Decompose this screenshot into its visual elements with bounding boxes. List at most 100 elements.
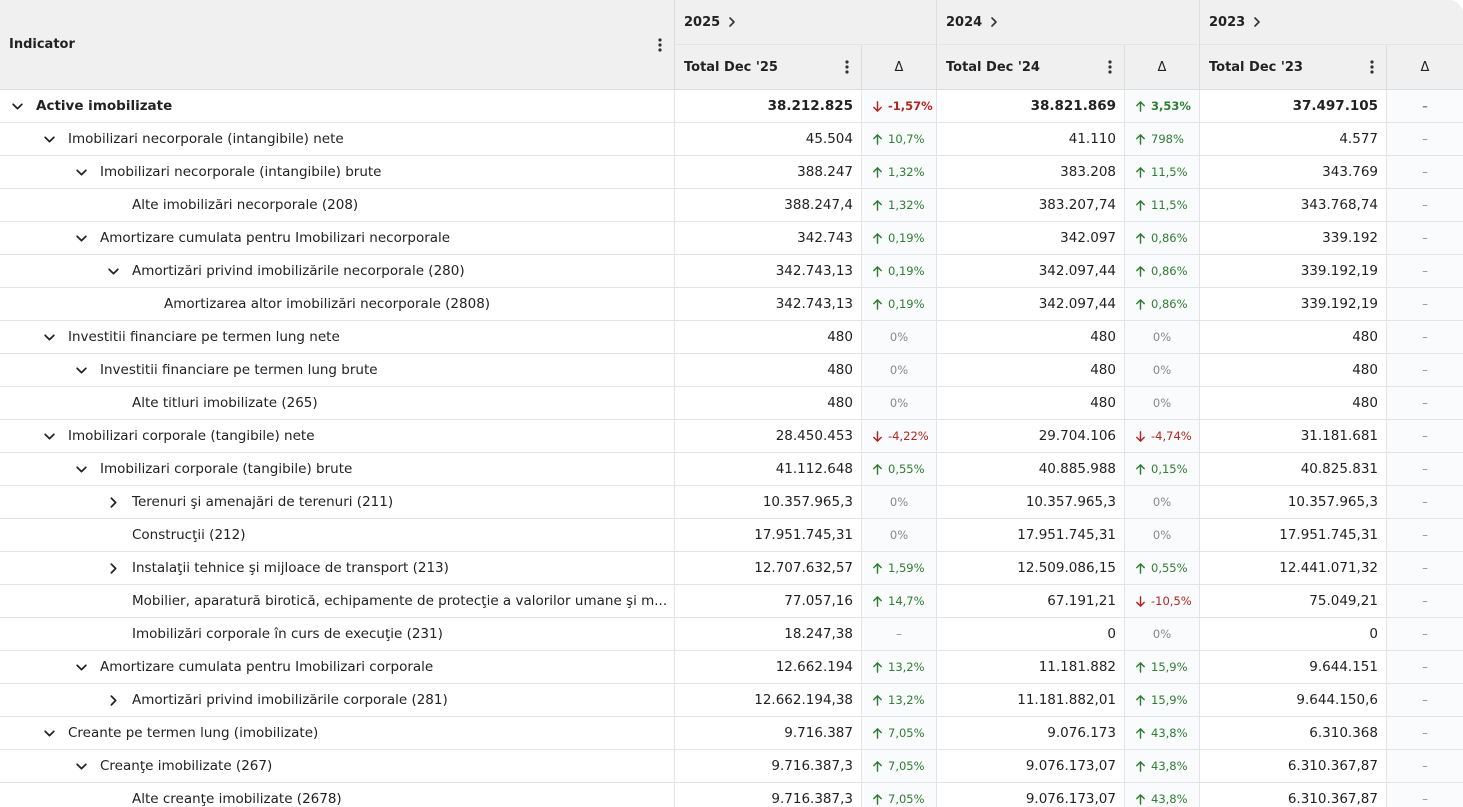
year-group-header[interactable]: 2025 xyxy=(674,0,936,45)
value-cell: 342.097 xyxy=(936,222,1124,255)
row-label-text: Amortizare cumulata pentru Imobilizari c… xyxy=(100,659,434,675)
row-label: Creanţe imobilizate (267) xyxy=(0,750,674,783)
row-toggle[interactable] xyxy=(107,496,120,509)
chevron-right[interactable] xyxy=(726,16,738,28)
row-toggle[interactable] xyxy=(107,265,120,278)
delta-cell: 0,15% xyxy=(1124,453,1199,486)
row-label-text: Amortizare cumulata pentru Imobilizari n… xyxy=(100,230,451,246)
column-header[interactable]: Δ xyxy=(1386,45,1463,90)
delta-arrow xyxy=(873,265,882,277)
row-toggle[interactable] xyxy=(75,166,88,179)
delta-cell-text: – xyxy=(1422,231,1428,245)
delta-cell-text: 0% xyxy=(889,528,909,542)
row-toggle[interactable] xyxy=(75,232,88,245)
value-cell: 12.441.071,32 xyxy=(1199,552,1386,585)
row-toggle[interactable] xyxy=(43,331,56,344)
delta-arrow xyxy=(1136,100,1145,112)
delta-cell: – xyxy=(1386,354,1463,387)
value-cell-text: 12.662.194,38 xyxy=(754,692,853,708)
delta-cell: 1,59% xyxy=(861,552,936,585)
delta-cell-text: 0,19% xyxy=(888,231,925,245)
row-toggle[interactable] xyxy=(43,430,56,443)
value-cell: 342.743 xyxy=(674,222,861,255)
value-cell: 0 xyxy=(1199,618,1386,651)
value-cell: 4.577 xyxy=(1199,123,1386,156)
chevron-right[interactable] xyxy=(988,16,1000,28)
value-cell-text: 343.769 xyxy=(1322,164,1378,180)
column-header[interactable]: Δ xyxy=(861,45,936,90)
value-cell-text: 342.097,44 xyxy=(1038,296,1116,312)
delta-cell: 11,5% xyxy=(1124,189,1199,222)
row-label-text: Imobilizari necorporale (intangibile) br… xyxy=(100,164,382,180)
delta-cell: – xyxy=(1386,684,1463,717)
column-header[interactable]: Total Dec '24 xyxy=(936,45,1124,90)
year-group-header[interactable]: 2024 xyxy=(936,0,1199,45)
delta-cell-text: – xyxy=(1422,165,1428,179)
delta-cell: 0% xyxy=(861,519,936,552)
delta-cell-text: 0% xyxy=(1152,396,1172,410)
value-cell-text: 383.207,74 xyxy=(1038,197,1116,213)
row-toggle[interactable] xyxy=(75,364,88,377)
column-menu[interactable] xyxy=(1370,60,1374,74)
row-toggle[interactable] xyxy=(107,562,120,575)
value-cell: 383.208 xyxy=(936,156,1124,189)
value-cell: 12.662.194,38 xyxy=(674,684,861,717)
row-toggle[interactable] xyxy=(43,727,56,740)
value-cell-text: 480 xyxy=(1090,362,1116,378)
value-cell-text: 480 xyxy=(1352,362,1378,378)
delta-cell-text: 0% xyxy=(889,396,909,410)
delta-cell-text: – xyxy=(1422,660,1428,674)
year-group-header[interactable]: 2023 xyxy=(1199,0,1463,45)
row-label: Amortizarea altor imobilizări necorporal… xyxy=(0,288,674,321)
value-cell-text: 0 xyxy=(1107,626,1116,642)
row-toggle[interactable] xyxy=(75,463,88,476)
value-cell: 6.310.367,87 xyxy=(1199,750,1386,783)
value-cell-text: 9.716.387,3 xyxy=(771,791,853,807)
value-cell-text: 10.357.965,3 xyxy=(1287,494,1378,510)
chevron-right[interactable] xyxy=(1251,16,1263,28)
delta-arrow xyxy=(873,133,882,145)
column-menu[interactable] xyxy=(658,37,662,52)
column-header[interactable]: Total Dec '25 xyxy=(674,45,861,90)
row-label: Instalaţii tehnice şi mijloace de transp… xyxy=(0,552,674,585)
row-toggle[interactable] xyxy=(75,760,88,773)
column-menu[interactable] xyxy=(845,60,849,74)
row-toggle[interactable] xyxy=(11,100,24,113)
delta-cell-text: 7,05% xyxy=(888,759,925,773)
row-label: Investitii financiare pe termen lung net… xyxy=(0,321,674,354)
column-menu[interactable] xyxy=(1108,60,1112,74)
delta-cell-text: – xyxy=(1422,495,1428,509)
column-header-text: Total Dec '24 xyxy=(946,59,1040,75)
delta-cell-text: – xyxy=(1422,759,1428,773)
row-label: Imobilizari corporale (tangibile) nete xyxy=(0,420,674,453)
delta-cell-text: 1,59% xyxy=(888,561,925,575)
value-cell-text: 388.247,4 xyxy=(784,197,853,213)
column-header[interactable]: Total Dec '23 xyxy=(1199,45,1386,90)
delta-cell: 0,86% xyxy=(1124,288,1199,321)
delta-cell-text: – xyxy=(1422,693,1428,707)
delta-cell-text: 0,86% xyxy=(1151,231,1188,245)
delta-arrow xyxy=(1136,661,1145,673)
row-label-text: Amortizări privind imobilizările necorpo… xyxy=(132,263,465,279)
value-cell: 37.497.105 xyxy=(1199,90,1386,123)
value-cell: 10.357.965,3 xyxy=(674,486,861,519)
value-cell-text: 0 xyxy=(1369,626,1378,642)
value-cell-text: 9.076.173,07 xyxy=(1025,758,1116,774)
value-cell-text: 339.192,19 xyxy=(1300,263,1378,279)
delta-cell-text: 11,5% xyxy=(1151,198,1188,212)
delta-cell: 7,05% xyxy=(861,750,936,783)
delta-cell: – xyxy=(1386,453,1463,486)
delta-cell: 1,32% xyxy=(861,189,936,222)
row-label-text: Amortizări privind imobilizările corpora… xyxy=(132,692,448,708)
row-toggle[interactable] xyxy=(43,133,56,146)
value-cell-text: 342.097,44 xyxy=(1038,263,1116,279)
column-header[interactable]: Δ xyxy=(1124,45,1199,90)
row-toggle[interactable] xyxy=(75,661,88,674)
delta-cell-text: 43,8% xyxy=(1151,792,1188,806)
value-cell-text: 38.821.869 xyxy=(1030,98,1116,114)
value-cell-text: 342.743,13 xyxy=(775,263,853,279)
delta-cell-text: – xyxy=(1422,429,1428,443)
row-toggle[interactable] xyxy=(107,694,120,707)
delta-cell-text: 11,5% xyxy=(1151,165,1188,179)
delta-cell: 3,53% xyxy=(1124,90,1199,123)
